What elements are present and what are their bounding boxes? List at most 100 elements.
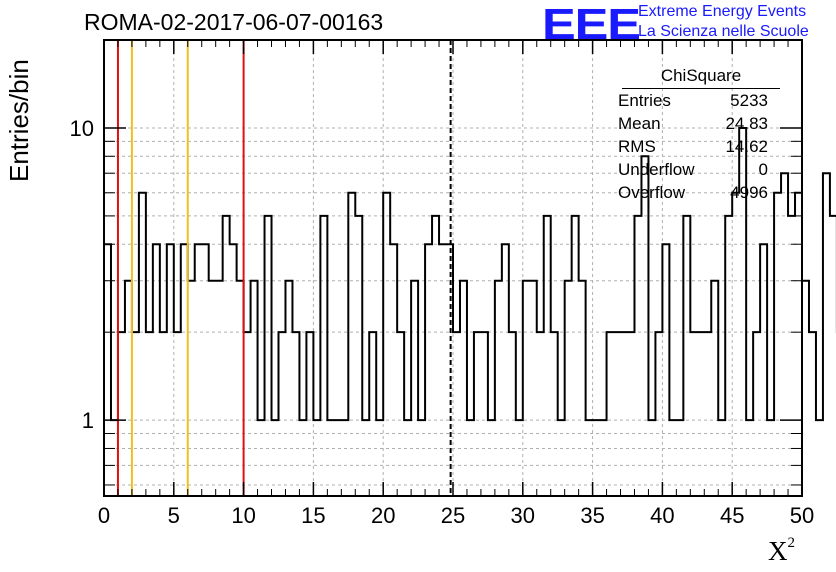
histogram-bin bbox=[830, 216, 836, 496]
stats-label: Entries bbox=[618, 91, 671, 110]
histogram-bin bbox=[404, 420, 411, 496]
x-tick-label: 0 bbox=[98, 503, 110, 528]
histogram-bin bbox=[104, 244, 111, 496]
stats-label: Underflow bbox=[618, 160, 695, 179]
stats-row-entries: Entries 5233 bbox=[612, 89, 780, 112]
histogram-bin bbox=[230, 244, 237, 496]
histogram-bin bbox=[690, 332, 697, 496]
histogram-bin bbox=[425, 244, 432, 496]
histogram-bin bbox=[467, 420, 474, 496]
axis-ticks: 0 5 10 15 20 25 30 35 40 45 50 1 10 bbox=[70, 40, 814, 528]
stats-row-rms: RMS 14.62 bbox=[612, 135, 780, 158]
histogram-bin bbox=[132, 332, 139, 496]
histogram-bin bbox=[453, 332, 460, 496]
x-tick-label: 15 bbox=[301, 503, 325, 528]
histogram-bin bbox=[753, 332, 760, 496]
logo-line-1: Extreme Energy Events bbox=[638, 3, 807, 20]
stats-value: 24.83 bbox=[725, 114, 768, 133]
histogram-bin bbox=[488, 420, 495, 496]
histogram-bin bbox=[544, 216, 551, 496]
histogram-bin bbox=[711, 281, 718, 496]
histogram-bin bbox=[474, 332, 481, 496]
histogram-marks bbox=[104, 126, 836, 496]
histogram-bin bbox=[481, 332, 488, 496]
stats-row-underflow: Underflow 0 bbox=[612, 158, 780, 181]
histogram-bin bbox=[327, 420, 334, 496]
histogram-bin bbox=[655, 332, 662, 496]
x-tick-label: 35 bbox=[580, 503, 604, 528]
histogram-bin bbox=[251, 281, 258, 496]
histogram-bin bbox=[551, 332, 558, 496]
histogram-bin bbox=[558, 420, 565, 496]
y-tick-label: 10 bbox=[70, 116, 94, 141]
x-tick-label: 5 bbox=[168, 503, 180, 528]
histogram-bin bbox=[355, 216, 362, 496]
histogram-bin bbox=[125, 281, 132, 496]
histogram-bin bbox=[746, 420, 753, 496]
histogram-bin bbox=[648, 420, 655, 496]
histogram-bin bbox=[341, 420, 348, 496]
chart-title: ROMA-02-2017-06-07-00163 bbox=[84, 9, 384, 35]
stats-label: RMS bbox=[618, 137, 656, 156]
histogram-bin bbox=[202, 244, 209, 496]
histogram-bin bbox=[816, 420, 823, 496]
y-axis-label: Entries/bin bbox=[4, 59, 34, 182]
histogram-bin bbox=[809, 332, 816, 496]
histogram-bin bbox=[376, 420, 383, 496]
stats-value: 0 bbox=[758, 160, 768, 179]
stats-row-overflow: Overflow 4996 bbox=[612, 181, 780, 204]
x-tick-label: 10 bbox=[231, 503, 255, 528]
histogram-bin bbox=[760, 244, 767, 496]
stats-title: ChiSquare bbox=[622, 66, 780, 89]
histogram-bin bbox=[174, 332, 181, 496]
histogram-bin bbox=[523, 281, 530, 496]
histogram-bin bbox=[537, 332, 544, 496]
histogram-bin bbox=[732, 193, 739, 496]
histogram-bin bbox=[167, 244, 174, 496]
histogram-bin bbox=[411, 281, 418, 496]
logo-caption: Extreme Energy Events La Scienza nelle S… bbox=[638, 2, 809, 42]
histogram-bin bbox=[139, 193, 146, 496]
stats-value: 5233 bbox=[730, 91, 768, 110]
x-tick-label: 20 bbox=[371, 503, 395, 528]
histogram-bin bbox=[244, 332, 251, 496]
histogram-bin bbox=[634, 216, 641, 496]
histogram-bin bbox=[292, 332, 299, 496]
histogram-bin bbox=[362, 420, 369, 496]
histogram-bin bbox=[516, 420, 523, 496]
histogram-bin bbox=[383, 193, 390, 496]
histogram-bin bbox=[621, 332, 628, 496]
stats-value: 14.62 bbox=[725, 137, 768, 156]
histogram-bin bbox=[216, 281, 223, 496]
stats-box: ChiSquare Entries 5233 Mean 24.83 RMS 14… bbox=[612, 66, 780, 204]
histogram-bin bbox=[795, 193, 802, 496]
histogram-bin bbox=[781, 173, 788, 496]
x-tick-label: 30 bbox=[511, 503, 535, 528]
histogram-bin bbox=[669, 420, 676, 496]
histogram-bin bbox=[160, 332, 167, 496]
histogram-bin bbox=[495, 281, 502, 496]
histogram-bin bbox=[348, 193, 355, 496]
histogram-bin bbox=[697, 332, 704, 496]
histogram-bin bbox=[432, 216, 439, 496]
stats-label: Mean bbox=[618, 114, 661, 133]
histogram-bin bbox=[397, 332, 404, 496]
histogram-bin bbox=[725, 216, 732, 496]
histogram-bin bbox=[683, 216, 690, 496]
histogram-bin bbox=[460, 281, 467, 496]
histogram-bin bbox=[313, 420, 320, 496]
histogram-bin bbox=[641, 156, 648, 496]
histogram-bin bbox=[118, 332, 125, 496]
histogram-bin bbox=[662, 244, 669, 496]
histogram-bin bbox=[306, 332, 313, 496]
histogram-bin bbox=[802, 281, 809, 496]
histogram-bin bbox=[586, 420, 593, 496]
histogram-bin bbox=[285, 281, 292, 496]
stats-label: Overflow bbox=[618, 183, 686, 202]
histogram-bin bbox=[418, 420, 425, 496]
histogram-bin bbox=[390, 244, 397, 496]
stats-row-mean: Mean 24.83 bbox=[612, 112, 780, 135]
histogram-bin bbox=[600, 420, 607, 496]
histogram-bin bbox=[153, 244, 160, 496]
histogram-bin bbox=[369, 332, 376, 496]
